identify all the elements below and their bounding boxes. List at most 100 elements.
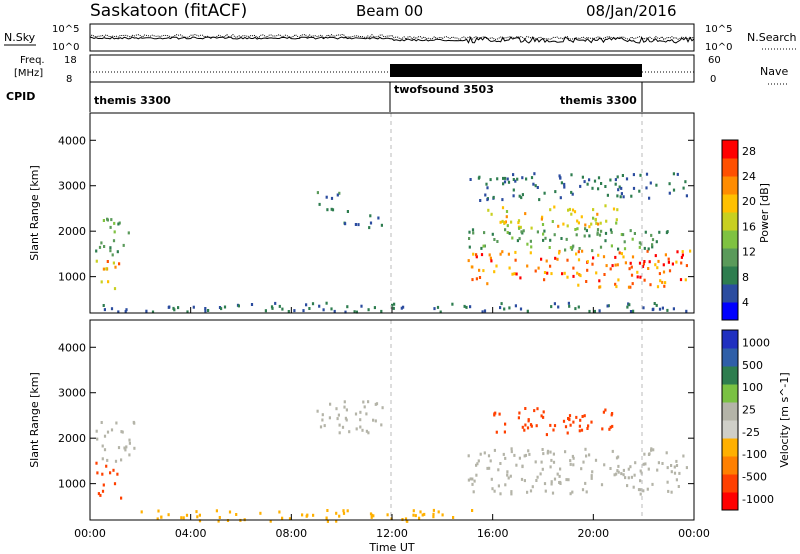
range-gate-cell — [649, 283, 652, 287]
range-gate-cell — [167, 513, 170, 517]
range-gate-cell — [503, 430, 506, 434]
range-gate-cell — [571, 490, 574, 494]
x-tick-label: 00:00 — [678, 527, 710, 540]
range-gate-cell — [502, 176, 505, 180]
colorbar-frame — [721, 139, 739, 321]
range-gate-cell — [583, 234, 586, 238]
range-gate-cell — [471, 477, 474, 481]
range-gate-cell — [145, 309, 148, 313]
range-gate-cell — [293, 309, 296, 313]
range-gate-cell — [471, 228, 475, 232]
range-gate-cell — [541, 223, 545, 226]
range-gate-cell — [337, 413, 340, 417]
range-gate-cell — [519, 307, 523, 311]
range-gate-cell — [269, 519, 272, 523]
range-gate-cell — [579, 274, 582, 278]
range-gate-cell — [548, 246, 551, 249]
range-gate-cell — [478, 276, 482, 279]
range-gate-cell — [642, 306, 645, 310]
range-gate-cell — [651, 308, 654, 312]
range-gate-cell — [488, 466, 491, 470]
range-gate-cell — [375, 402, 379, 406]
range-gate-cell — [628, 267, 631, 271]
x-tick-label: 00:00 — [74, 527, 106, 540]
range-gate-cell — [207, 309, 210, 312]
range-gate-cell — [565, 478, 568, 482]
range-gate-cell — [553, 424, 557, 428]
range-gate-cell — [499, 220, 502, 224]
range-gate-cell — [645, 186, 648, 190]
range-gate-cell — [115, 421, 118, 425]
range-gate-cell — [647, 247, 650, 251]
range-gate-cell — [545, 433, 548, 437]
range-gate-cell — [605, 264, 608, 268]
range-gate-cell — [196, 515, 199, 519]
range-gate-cell — [498, 412, 501, 416]
range-gate-cell — [638, 241, 641, 245]
range-gate-cell — [541, 215, 544, 219]
range-gate-cell — [584, 223, 587, 227]
range-gate-cell — [576, 219, 579, 223]
range-gate-cell — [529, 489, 533, 493]
range-gate-cell — [491, 232, 494, 236]
range-gate-cell — [675, 464, 679, 467]
range-gate-cell — [667, 257, 670, 261]
range-gate-cell — [521, 193, 524, 197]
range-gate-cell — [486, 466, 489, 470]
range-gate-cell — [646, 249, 649, 253]
range-gate-cell — [113, 230, 116, 234]
range-gate-cell — [501, 206, 505, 210]
range-gate-cell — [633, 232, 636, 235]
range-gate-cell — [622, 195, 625, 199]
range-gate-cell — [560, 181, 563, 185]
range-gate-cell — [381, 406, 384, 410]
range-gate-cell — [661, 462, 664, 465]
range-gate-cell — [620, 186, 623, 190]
y-tick-label: 4000 — [58, 341, 86, 354]
range-gate-cell — [342, 511, 346, 515]
range-gate-cell — [513, 272, 516, 276]
range-gate-cell — [536, 407, 539, 411]
range-gate-cell — [506, 470, 509, 474]
range-gate-cell — [579, 418, 582, 422]
range-gate-cell — [535, 479, 538, 482]
range-gate-cell — [318, 304, 321, 308]
range-gate-cell — [365, 429, 368, 433]
range-gate-cell — [106, 218, 109, 222]
range-gate-cell — [117, 222, 120, 226]
range-gate-cell — [616, 208, 619, 212]
range-gate-cell — [217, 519, 220, 523]
range-gate-cell — [634, 461, 637, 465]
range-gate-cell — [639, 275, 642, 279]
range-gate-cell — [647, 467, 650, 471]
range-gate-cell — [483, 309, 487, 313]
range-gate-cell — [672, 307, 675, 311]
range-gate-cell — [539, 472, 542, 476]
range-gate-cell — [586, 260, 589, 264]
range-gate-cell — [517, 416, 520, 420]
range-gate-cell — [553, 233, 556, 237]
range-gate-cell — [568, 207, 571, 211]
range-gate-cell — [437, 510, 440, 514]
range-gate-cell — [657, 461, 660, 465]
range-gate-cell — [125, 445, 128, 449]
range-gate-cell — [647, 267, 650, 270]
range-gate-cell — [518, 226, 521, 230]
range-gate-cell — [668, 191, 671, 195]
range-gate-cell — [586, 182, 589, 186]
range-gate-cell — [564, 450, 567, 454]
range-gate-cell — [100, 421, 103, 424]
range-gate-cell — [391, 303, 394, 307]
range-gate-cell — [554, 190, 557, 194]
range-gate-cell — [338, 423, 341, 427]
range-gate-cell — [640, 242, 643, 246]
range-gate-cell — [511, 236, 514, 240]
range-gate-cell — [641, 265, 645, 268]
range-gate-cell — [321, 418, 324, 422]
range-gate-cell — [557, 224, 560, 228]
y-tick-label: 3000 — [58, 387, 86, 400]
range-gate-cell — [609, 467, 612, 470]
range-gate-cell — [405, 519, 408, 523]
range-gate-cell — [346, 509, 349, 513]
range-gate-cell — [542, 232, 545, 236]
